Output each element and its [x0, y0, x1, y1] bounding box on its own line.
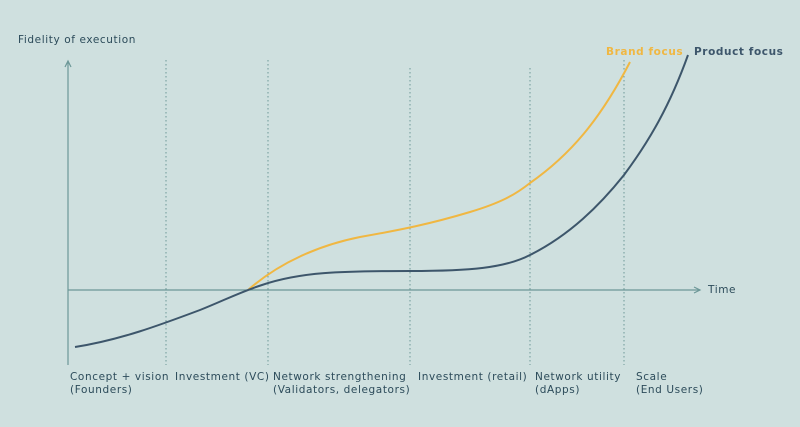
- phase-label: Investment (VC): [175, 371, 270, 383]
- curve-label: Brand focus: [606, 46, 683, 58]
- phase-label: (End Users): [636, 384, 704, 396]
- phase-label: Concept + vision: [70, 371, 169, 383]
- x-axis-label: Time: [707, 284, 736, 296]
- y-axis-label: Fidelity of execution: [18, 34, 136, 46]
- phase-label: (dApps): [535, 384, 580, 396]
- phase-label: (Founders): [70, 384, 133, 396]
- phase-label: Network utility: [535, 371, 621, 383]
- y-axis-arrow: [64, 59, 72, 68]
- curve-label: Product focus: [694, 46, 784, 58]
- phase-label: Network strengthening: [273, 371, 406, 383]
- x-axis-arrow: [693, 286, 702, 294]
- phase-label: Investment (retail): [418, 371, 527, 383]
- phase-label: Scale: [636, 371, 667, 383]
- brand-curve: [247, 61, 631, 291]
- phase-label: (Validators, delegators): [273, 384, 410, 396]
- product-curve: [74, 54, 689, 348]
